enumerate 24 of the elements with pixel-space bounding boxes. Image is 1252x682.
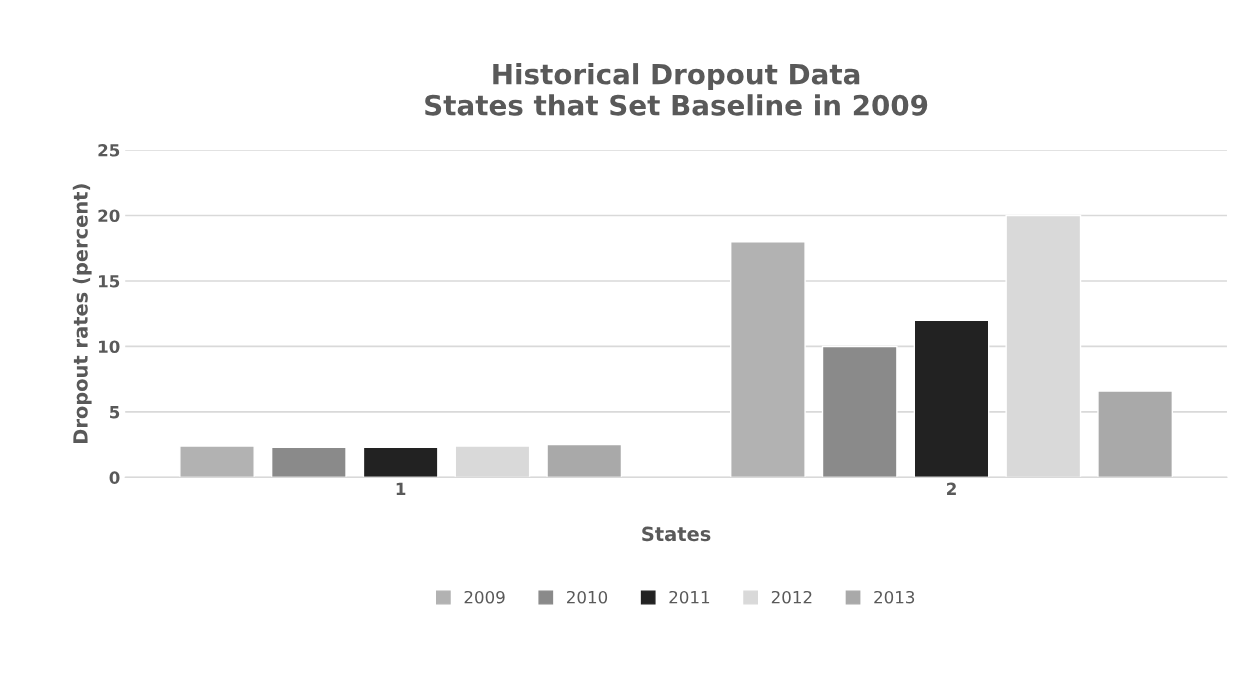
x-tick-label: 1 <box>396 482 406 495</box>
y-tick-label: 0 <box>109 471 120 484</box>
legend-label: 2011 <box>669 590 710 604</box>
bar <box>546 443 623 478</box>
bar <box>179 445 255 478</box>
y-axis-title: Dropout rates (percent) <box>72 184 92 443</box>
y-tick-label: 15 <box>99 275 120 288</box>
legend-label: 2009 <box>464 590 505 604</box>
x-tick-label: 2 <box>947 482 956 495</box>
y-tick-label: 5 <box>110 406 120 419</box>
x-axis-title: States <box>642 526 711 542</box>
legend-label: 2012 <box>771 590 812 604</box>
y-tick-label: 25 <box>98 144 120 157</box>
chart-title: Historical Dropout Data States that Set Baseline in 2009 <box>425 63 928 116</box>
y-tick-label: 10 <box>99 340 120 354</box>
bar <box>730 241 806 478</box>
legend-label: 2010 <box>567 590 608 604</box>
bar <box>913 319 990 478</box>
bar <box>270 446 347 478</box>
bar <box>362 446 439 478</box>
y-tick-label: 20 <box>98 209 120 223</box>
legend-label: 2013 <box>874 590 915 604</box>
bar <box>821 345 898 478</box>
bar <box>1097 390 1174 478</box>
